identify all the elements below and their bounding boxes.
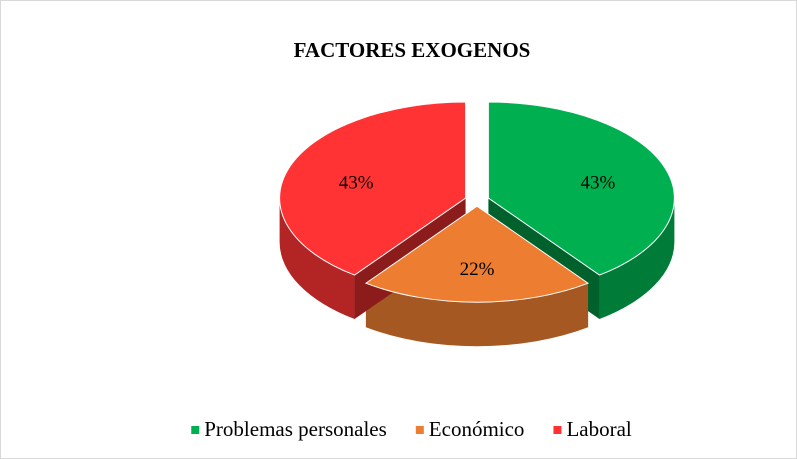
slice xyxy=(279,101,467,276)
legend-swatch xyxy=(415,426,424,434)
legend-label: Problemas personales xyxy=(204,417,387,441)
chart-title: FACTORES EXOGENOS xyxy=(294,38,531,62)
slice xyxy=(487,101,675,276)
legend-swatch xyxy=(553,426,562,434)
pie-tops xyxy=(279,101,675,303)
value-label: 43% xyxy=(339,173,374,194)
slice-wall xyxy=(599,198,675,320)
value-labels: 43% 22% 43% xyxy=(339,173,616,280)
value-label: 43% xyxy=(580,173,615,194)
slice-wall xyxy=(279,198,355,320)
slice-wall xyxy=(365,283,589,347)
value-label: 22% xyxy=(460,259,495,280)
legend: Problemas personales Económico Laboral xyxy=(191,417,632,441)
legend-label: Laboral xyxy=(566,417,631,441)
legend-label: Económico xyxy=(429,417,525,441)
slice xyxy=(364,205,590,303)
legend-swatch xyxy=(191,426,200,434)
